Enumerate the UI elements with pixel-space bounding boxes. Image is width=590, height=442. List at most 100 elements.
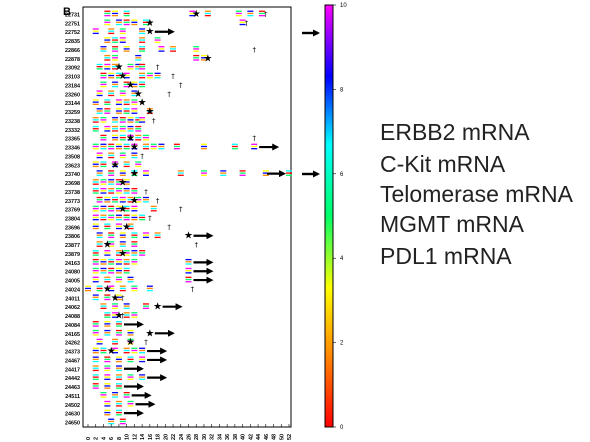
sample-mark <box>154 72 161 74</box>
sample-mark <box>123 187 130 190</box>
sample-mark <box>139 74 146 77</box>
sample-mark <box>104 323 111 325</box>
sample-mark <box>100 396 107 398</box>
death-star-icon: ★ <box>192 9 201 20</box>
sample-mark <box>104 411 111 414</box>
sample-mark <box>251 148 258 150</box>
sample-mark <box>127 227 134 230</box>
sample-mark <box>123 110 130 112</box>
death-star-icon: ★ <box>184 231 193 242</box>
sample-mark <box>104 125 111 128</box>
sample-mark <box>131 241 138 243</box>
sample-mark <box>104 414 111 416</box>
sample-mark <box>127 329 134 332</box>
sample-mark <box>104 37 111 39</box>
death-star-icon: ★ <box>130 195 139 206</box>
sample-mark <box>104 23 111 26</box>
sample-mark <box>115 254 122 256</box>
sample-mark <box>189 10 196 12</box>
sample-mark <box>112 15 119 17</box>
patient-label: 23144 <box>65 101 80 107</box>
sample-mark <box>112 347 119 349</box>
sample-mark <box>123 163 130 165</box>
sample-mark <box>100 163 107 165</box>
sample-mark <box>92 358 99 361</box>
sample-mark <box>112 37 119 39</box>
sample-mark <box>112 394 119 396</box>
death-star-icon: ★ <box>130 169 139 180</box>
sample-mark <box>100 77 107 79</box>
sample-mark <box>262 174 269 176</box>
sample-mark <box>100 81 107 83</box>
sample-mark <box>115 405 122 407</box>
sample-mark <box>139 32 146 35</box>
sample-mark <box>96 66 103 68</box>
death-star-icon: ★ <box>145 328 154 339</box>
sample-mark <box>115 383 122 385</box>
sample-mark <box>92 349 99 352</box>
x-tick-label: 0 <box>86 437 92 440</box>
sample-mark <box>139 352 146 354</box>
sample-mark <box>115 23 122 26</box>
sample-mark <box>108 207 115 210</box>
sample-mark <box>173 145 180 148</box>
sample-mark <box>127 358 134 361</box>
sample-mark <box>115 252 122 254</box>
patient-label: 23773 <box>65 199 80 205</box>
patient-label: 24011 <box>65 296 80 302</box>
x-tick-label: 10 <box>125 434 131 440</box>
sample-mark <box>108 285 115 287</box>
sample-mark <box>142 172 149 174</box>
sample-mark <box>123 219 130 221</box>
sample-mark <box>100 83 107 86</box>
sample-mark <box>142 134 149 137</box>
sample-mark <box>131 285 138 287</box>
sample-mark <box>104 365 111 367</box>
x-tick-label: 52 <box>287 434 293 440</box>
sample-mark <box>185 267 192 270</box>
sample-mark <box>115 72 122 74</box>
sample-mark <box>108 174 115 176</box>
sample-mark <box>96 241 103 243</box>
sample-mark <box>146 108 153 110</box>
sample-mark <box>139 63 146 66</box>
sample-mark <box>92 219 99 221</box>
sample-mark <box>139 50 146 52</box>
sample-mark <box>127 374 134 376</box>
death-star-icon: ★ <box>130 142 139 153</box>
sample-mark <box>123 272 130 274</box>
sample-mark <box>115 267 122 270</box>
sample-mark <box>131 232 138 234</box>
sample-mark <box>123 261 130 263</box>
x-tick-label: 12 <box>132 434 138 440</box>
sample-mark <box>119 37 126 39</box>
sample-mark <box>115 74 122 77</box>
sample-mark <box>185 261 192 263</box>
sample-mark <box>100 307 107 309</box>
sample-mark <box>154 236 161 239</box>
sample-mark <box>123 316 130 318</box>
sample-mark <box>158 145 165 148</box>
patient-label: 24650 <box>65 421 80 427</box>
sample-mark <box>139 121 146 123</box>
sample-mark <box>96 63 103 66</box>
sample-mark <box>112 352 119 354</box>
sample-mark <box>108 234 115 236</box>
x-tick-label: 26 <box>187 434 193 440</box>
sample-mark <box>142 174 149 176</box>
sample-mark <box>123 15 130 17</box>
sample-mark <box>92 270 99 272</box>
sample-mark <box>286 172 292 174</box>
sample-mark <box>123 396 130 398</box>
patient-label: 23738 <box>65 190 80 196</box>
sample-mark <box>239 19 246 21</box>
x-tick-label: 50 <box>279 434 285 440</box>
sample-mark <box>104 378 111 380</box>
sample-mark <box>104 41 111 43</box>
sample-mark <box>92 325 99 327</box>
sample-mark <box>247 10 254 12</box>
x-tick-label: 48 <box>272 434 278 440</box>
sample-mark <box>115 332 122 334</box>
death-star-icon: ★ <box>126 133 135 144</box>
patient-label: 22751 <box>65 21 80 27</box>
